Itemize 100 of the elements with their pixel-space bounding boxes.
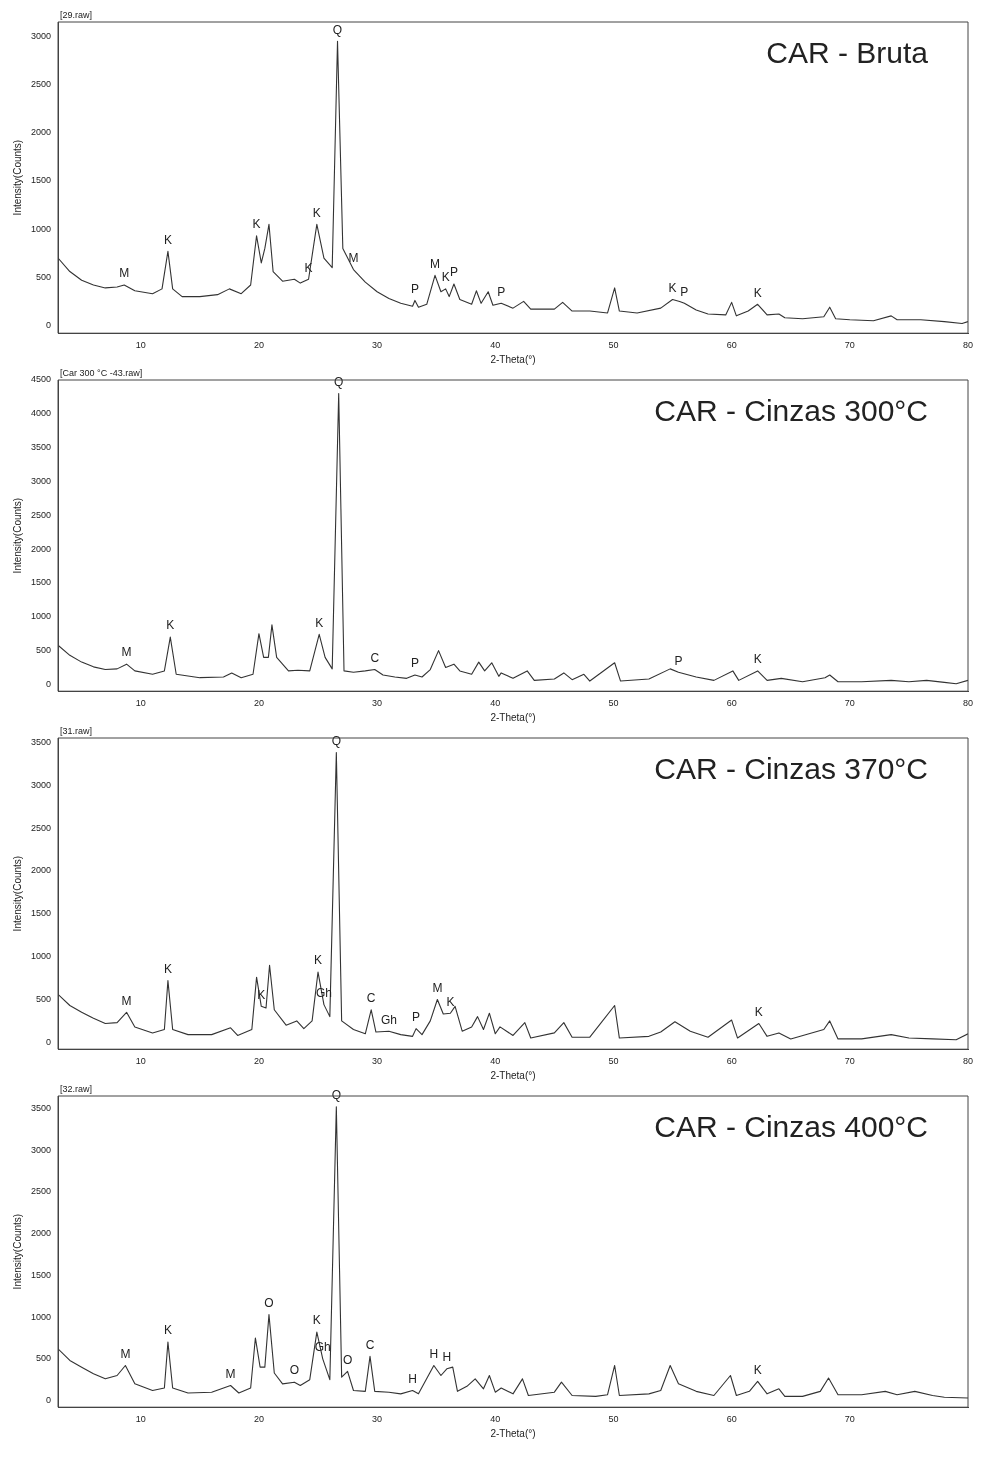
text: CAR - Cinzas 370°C: [654, 752, 928, 786]
y-tick-label: 1500: [30, 1269, 52, 1280]
x-axis-title: 2-Theta(°): [490, 1069, 536, 1081]
y-tick-label: 1000: [30, 611, 52, 622]
annotation: K: [753, 285, 762, 300]
y-tick-label: 500: [35, 993, 52, 1004]
annotation: Gh: [380, 1012, 397, 1027]
x-tick-label: 40: [490, 1056, 501, 1067]
x-tick-label: 30: [372, 698, 383, 709]
x-tick-label: 60: [726, 698, 737, 709]
text: CAR - Cinzas 300°C: [654, 394, 928, 428]
annotation: H: [442, 1350, 452, 1365]
y-tick-label: 1500: [30, 577, 52, 588]
x-tick-label: 60: [726, 1414, 737, 1425]
y-tick-label: 500: [35, 645, 52, 656]
x-axis-title: 2-Theta(°): [490, 353, 536, 365]
y-tick-label: 3000: [30, 30, 52, 41]
annotation: H: [429, 1346, 439, 1361]
y-tick-label: 1500: [30, 908, 52, 919]
annotation: Q: [331, 733, 341, 748]
annotation: K: [312, 205, 321, 220]
annotation: M: [430, 256, 441, 271]
annotation: P: [412, 1009, 421, 1024]
annotation: K: [252, 217, 261, 232]
annotation: K: [446, 994, 455, 1009]
y-axis-title: Intensity(Counts): [11, 139, 23, 216]
x-tick-label: 20: [253, 698, 264, 709]
annotation: P: [674, 653, 683, 668]
annotation: K: [754, 1004, 763, 1019]
y-tick-label: 3000: [30, 1144, 52, 1155]
x-tick-label: 20: [253, 1414, 264, 1425]
x-tick-label: 10: [135, 1056, 146, 1067]
chart-subtitle: [31.raw]: [60, 725, 93, 736]
text: CAR - Bruta: [766, 36, 929, 70]
annotation: O: [289, 1363, 300, 1378]
x-axis-title: 2-Theta(°): [490, 1427, 536, 1439]
annotation: K: [166, 618, 175, 633]
annotation: P: [680, 284, 689, 299]
annotation: C: [370, 650, 380, 665]
x-tick-label: 20: [253, 1056, 264, 1067]
x-tick-label: 20: [253, 340, 264, 351]
x-tick-label: 10: [135, 1414, 146, 1425]
annotation: O: [264, 1295, 274, 1310]
x-tick-label: 10: [135, 698, 146, 709]
annotation: Q: [332, 22, 343, 37]
chart-subtitle: [32.raw]: [60, 1083, 93, 1094]
y-tick-label: 2000: [30, 865, 52, 876]
y-tick-label: 0: [46, 1395, 52, 1406]
annotation: H: [408, 1371, 417, 1386]
x-tick-label: 40: [490, 1414, 501, 1425]
y-tick-label: 500: [35, 1353, 52, 1364]
y-tick-label: 2500: [30, 822, 52, 833]
y-tick-label: 0: [46, 678, 52, 689]
y-tick-label: 500: [35, 271, 52, 282]
y-tick-label: 1000: [30, 223, 52, 234]
annotation: K: [163, 232, 172, 247]
y-tick-label: 3500: [30, 442, 52, 453]
annotation: K: [753, 1362, 762, 1377]
annotation: K: [441, 270, 450, 285]
x-tick-label: 40: [490, 340, 501, 351]
y-axis-title: Intensity(Counts): [11, 1213, 23, 1290]
x-tick-label: 30: [372, 1056, 383, 1067]
annotation: K: [163, 1323, 172, 1338]
annotation: K: [314, 953, 323, 968]
annotation: Gh: [314, 1340, 331, 1355]
annotation: M: [432, 980, 443, 995]
x-tick-label: 30: [372, 340, 383, 351]
annotation: K: [304, 260, 313, 275]
y-tick-label: 1000: [30, 1311, 52, 1322]
annotation: Q: [331, 1088, 341, 1103]
y-tick-label: 2000: [30, 1228, 52, 1239]
y-tick-label: 1000: [30, 951, 52, 962]
annotation: C: [366, 991, 376, 1006]
annotation: K: [257, 987, 266, 1002]
y-axis-title: Intensity(Counts): [11, 497, 23, 574]
x-tick-label: 60: [726, 340, 737, 351]
x-tick-label: 70: [844, 340, 855, 351]
x-tick-label: 10: [135, 340, 146, 351]
annotation: P: [497, 284, 506, 299]
annotation: P: [410, 656, 419, 671]
y-tick-label: 2500: [30, 509, 52, 520]
x-tick-label: 50: [608, 698, 619, 709]
y-tick-label: 0: [46, 1036, 52, 1047]
x-tick-label: 30: [372, 1414, 383, 1425]
x-tick-label: 80: [962, 1056, 974, 1067]
y-tick-label: 2000: [30, 127, 52, 138]
x-tick-label: 70: [844, 698, 855, 709]
y-tick-label: 1500: [30, 175, 52, 186]
x-tick-label: 80: [962, 698, 974, 709]
annotation: K: [315, 615, 324, 630]
annotation: M: [121, 645, 132, 660]
annotation: M: [348, 250, 359, 265]
annotation: P: [410, 281, 419, 296]
x-tick-label: 50: [608, 340, 619, 351]
annotation: M: [120, 1346, 131, 1361]
y-tick-label: 3500: [30, 736, 52, 747]
x-axis-title: 2-Theta(°): [490, 711, 536, 723]
annotation: K: [163, 961, 172, 976]
y-tick-label: 0: [46, 319, 52, 330]
annotation: M: [119, 266, 130, 281]
